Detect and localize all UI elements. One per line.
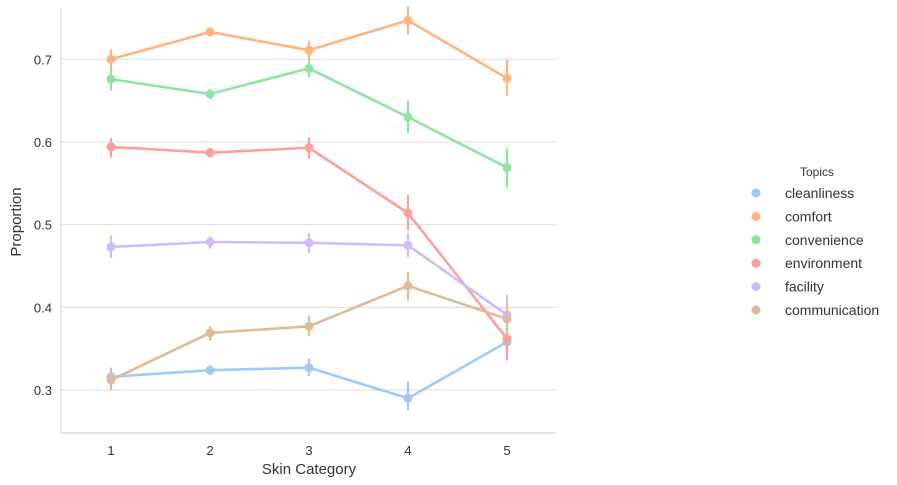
- y-tick-label: 0.4: [34, 300, 52, 315]
- legend-item: convenience: [751, 232, 864, 248]
- x-axis-title: Skin Category: [262, 461, 357, 478]
- data-point: [502, 163, 512, 173]
- data-point: [205, 27, 215, 37]
- data-point: [106, 74, 116, 84]
- data-point: [403, 393, 413, 403]
- legend: Topics cleanliness comfort convenience envi…: [751, 165, 879, 318]
- legend-label: environment: [785, 255, 862, 271]
- y-tick-label: 0.5: [34, 218, 52, 233]
- legend-marker: [751, 235, 761, 245]
- legend-item: environment: [751, 255, 862, 271]
- data-point: [106, 54, 116, 64]
- data-point: [205, 328, 215, 338]
- legend-label: communication: [785, 302, 879, 318]
- series-group: [106, 6, 512, 410]
- series-cleanliness: [106, 332, 512, 410]
- gridlines: [61, 58, 556, 391]
- legend-item: comfort: [751, 208, 832, 224]
- y-tick-label: 0.3: [34, 383, 52, 398]
- x-tick-label: 5: [503, 443, 510, 458]
- data-point: [502, 334, 512, 344]
- series-line: [110, 240, 508, 316]
- legend-item: facility: [751, 279, 824, 295]
- legend-marker: [751, 188, 761, 198]
- data-point: [304, 143, 314, 153]
- legend-item: cleanliness: [751, 185, 854, 201]
- x-tick-label: 2: [206, 443, 213, 458]
- data-point: [205, 365, 215, 375]
- data-point: [403, 112, 413, 122]
- data-point: [106, 142, 116, 152]
- tick-labels: 0.3 0.4 0.5 0.6 0.7 1 2 3 4 5: [34, 52, 511, 458]
- x-tick-label: 1: [107, 443, 114, 458]
- y-axis-title: Proportion: [8, 187, 25, 256]
- series-environment: [106, 137, 512, 361]
- data-point: [304, 63, 314, 73]
- y-tick-label: 0.7: [34, 52, 52, 67]
- legend-title: Topics: [800, 165, 834, 179]
- data-point: [502, 73, 512, 83]
- axes: [60, 8, 556, 434]
- data-point: [403, 208, 413, 218]
- series-facility: [106, 232, 512, 336]
- data-point: [502, 314, 512, 324]
- data-point: [205, 89, 215, 99]
- data-point: [304, 238, 314, 248]
- data-point: [403, 281, 413, 291]
- y-tick-label: 0.6: [34, 135, 52, 150]
- legend-label: convenience: [785, 232, 864, 248]
- data-point: [106, 242, 116, 252]
- legend-marker: [751, 258, 761, 268]
- x-tick-label: 3: [305, 443, 312, 458]
- x-tick-label: 4: [404, 443, 411, 458]
- legend-marker: [751, 282, 761, 292]
- data-point: [205, 148, 215, 158]
- legend-label: cleanliness: [785, 185, 854, 201]
- data-point: [304, 45, 314, 55]
- legend-marker: [751, 211, 761, 221]
- legend-label: comfort: [785, 208, 832, 224]
- legend-item: communication: [751, 302, 879, 318]
- data-point: [304, 321, 314, 331]
- data-point: [205, 237, 215, 247]
- data-point: [106, 375, 116, 385]
- legend-marker: [751, 305, 761, 315]
- data-point: [304, 363, 314, 373]
- data-point: [403, 15, 413, 25]
- series-convenience: [106, 59, 512, 188]
- legend-label: facility: [785, 279, 824, 295]
- data-point: [403, 240, 413, 250]
- series-comfort: [106, 6, 512, 96]
- series-communication: [106, 271, 512, 391]
